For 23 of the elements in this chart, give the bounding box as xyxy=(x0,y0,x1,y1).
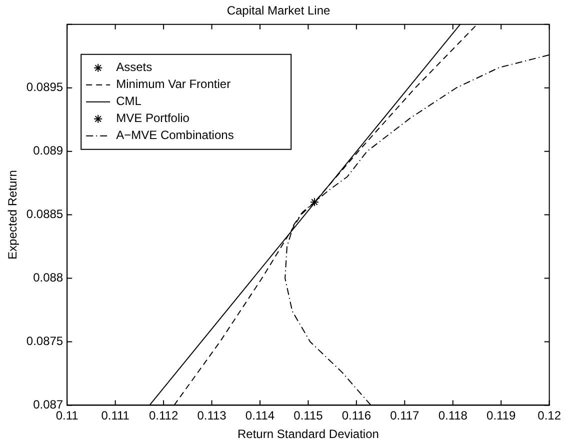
legend-label: MVE Portfolio xyxy=(116,111,190,126)
x-tick-label: 0.114 xyxy=(245,408,275,423)
x-tick-label: 0.112 xyxy=(148,408,178,423)
y-tick-label: 0.089 xyxy=(33,144,64,158)
legend-label: CML xyxy=(116,94,142,108)
x-tick-label: 0.111 xyxy=(101,408,130,423)
legend-label: Assets xyxy=(116,60,152,74)
x-axis-title: Return Standard Deviation xyxy=(238,427,379,442)
x-tick-label: 0.117 xyxy=(390,408,420,423)
legend-label: A−MVE Combinations xyxy=(116,128,234,142)
x-tick-label: 0.116 xyxy=(342,408,372,423)
y-tick-label: 0.088 xyxy=(33,270,64,285)
chart-title: Capital Market Line xyxy=(226,4,331,18)
y-tick-label: 0.0895 xyxy=(26,80,64,94)
y-tick-label: 0.0875 xyxy=(26,334,64,348)
y-tick-label: 0.0885 xyxy=(26,207,64,222)
y-axis-title: Expected Return xyxy=(6,170,20,260)
x-tick-label: 0.113 xyxy=(197,408,227,423)
x-tick-label: 0.119 xyxy=(486,408,516,423)
legend-label: Minimum Var Frontier xyxy=(116,77,231,92)
x-tick-label: 0.12 xyxy=(538,408,562,423)
x-tick-label: 0.118 xyxy=(438,408,468,423)
x-tick-label: 0.115 xyxy=(294,408,324,423)
